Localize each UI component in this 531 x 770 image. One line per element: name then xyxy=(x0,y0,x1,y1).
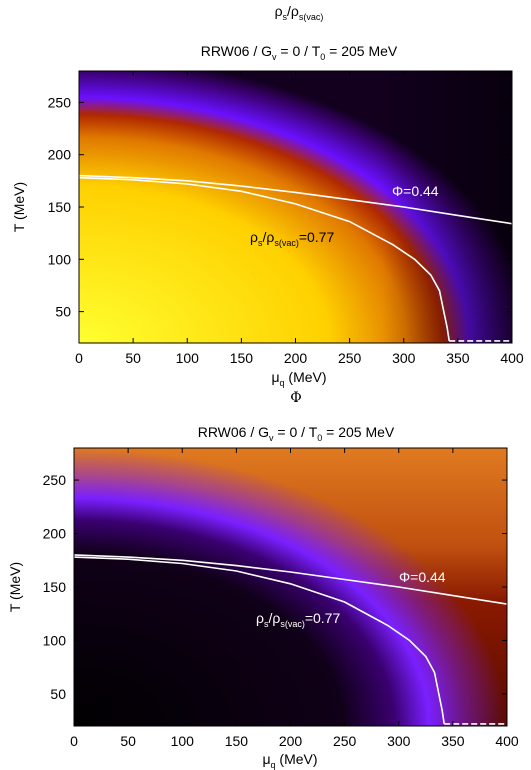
chart-top-xtick-label: 200 xyxy=(284,350,308,366)
chart-top-xtick-label: 150 xyxy=(230,350,254,366)
chart-bottom-phi-label: Φ=0.44 xyxy=(399,569,446,585)
chart-top-ytick-label: 250 xyxy=(48,94,72,110)
chart-bottom-ytick-label: 200 xyxy=(43,526,67,542)
chart-top-phi-label: Φ=0.44 xyxy=(392,183,439,199)
chart-bottom: Φ RRW06 / Gv = 0 / T0 = 205 MeV 0 50 100 15… xyxy=(7,390,519,770)
chart-bottom-xtick-label: 0 xyxy=(70,733,78,749)
chart-top-ylabel: T (MeV) xyxy=(11,182,27,232)
chart-top-contour-rho xyxy=(79,176,450,342)
chart-bottom-heatmap xyxy=(74,448,507,726)
chart-bottom-ytick-label: 50 xyxy=(50,686,66,702)
chart-bottom-title: Φ xyxy=(290,390,301,406)
chart-bottom-xtick-label: 400 xyxy=(495,733,519,749)
chart-bottom-xlabel: μq (MeV) xyxy=(262,751,317,770)
chart-top-ytick-label: 150 xyxy=(48,199,72,215)
chart-bottom-xtick-label: 250 xyxy=(333,733,357,749)
chart-top-xtick-label: 0 xyxy=(75,350,83,366)
chart-top-xtick-label: 400 xyxy=(500,350,524,366)
chart-top-xtick-label: 100 xyxy=(176,350,200,366)
heatmap-dark xyxy=(74,448,507,726)
chart-bottom-ytick-label: 150 xyxy=(43,579,67,595)
chart-bottom-xtick-label: 150 xyxy=(225,733,249,749)
chart-top-ticks: 0 50 100 150 200 250 300 350 400 50 100 150 200 250 xyxy=(48,71,524,366)
chart-bottom-ylabel: T (MeV) xyxy=(7,562,23,612)
chart-bottom-ticks: 0 50 100 150 200 250 300 350 400 50 100 150 200 250 xyxy=(43,448,519,749)
chart-bottom-contour-phi xyxy=(74,554,507,605)
chart-top-rho-label: ρs/ρs(vac)=0.77 xyxy=(250,229,334,248)
chart-bottom-xtick-label: 100 xyxy=(171,733,195,749)
chart-bottom-xtick-label: 50 xyxy=(120,733,136,749)
chart-bottom-contours xyxy=(74,554,507,725)
chart-bottom-contour-rho xyxy=(74,556,445,725)
chart-top: ρs/ρs(vac) RRW06 / Gv = 0 / T0 = 205 MeV… xyxy=(11,3,524,388)
chart-top-contours xyxy=(79,174,512,342)
chart-top-xtick-label: 250 xyxy=(338,350,362,366)
chart-top-title: ρs/ρs(vac) xyxy=(275,3,324,22)
chart-top-xtick-label: 300 xyxy=(392,350,416,366)
chart-bottom-rho-label: ρs/ρs(vac)=0.77 xyxy=(256,610,340,629)
chart-bottom-subtitle: RRW06 / Gv = 0 / T0 = 205 MeV xyxy=(198,424,395,443)
chart-bottom-ytick-label: 250 xyxy=(43,472,67,488)
chart-top-xtick-label: 350 xyxy=(446,350,470,366)
chart-top-ytick-label: 100 xyxy=(48,251,72,267)
chart-top-ytick-label: 200 xyxy=(48,147,72,163)
chart-top-xlabel: μq (MeV) xyxy=(271,369,326,388)
chart-bottom-xtick-label: 350 xyxy=(441,733,465,749)
heatmap-fade xyxy=(79,71,512,343)
chart-top-contour-phi xyxy=(79,174,512,225)
chart-top-subtitle: RRW06 / Gv = 0 / T0 = 205 MeV xyxy=(201,43,398,62)
chart-top-ytick-label: 50 xyxy=(55,304,71,320)
chart-bottom-ytick-label: 100 xyxy=(43,632,67,648)
chart-bottom-xtick-label: 300 xyxy=(387,733,411,749)
chart-bottom-xtick-label: 200 xyxy=(279,733,303,749)
chart-top-heatmap xyxy=(79,71,512,343)
chart-top-xtick-label: 50 xyxy=(125,350,141,366)
